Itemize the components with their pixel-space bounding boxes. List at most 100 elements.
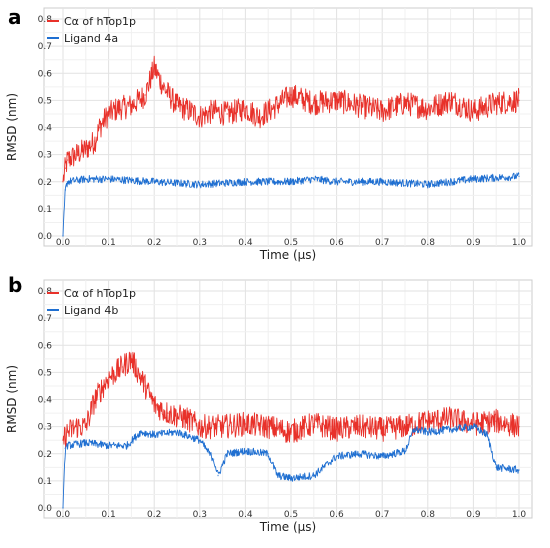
data-point bbox=[199, 425, 201, 428]
y-tick-label: 0.8 bbox=[38, 15, 53, 25]
panel-label: b bbox=[8, 273, 22, 297]
data-point bbox=[381, 428, 384, 431]
data-point bbox=[495, 466, 498, 469]
y-tick-label: 0.0 bbox=[38, 504, 53, 514]
series-ligand bbox=[62, 423, 520, 509]
series-ligand bbox=[62, 172, 520, 237]
data-point bbox=[64, 447, 67, 450]
series-line bbox=[62, 423, 520, 509]
data-point bbox=[189, 110, 192, 113]
x-tick-label: 0.2 bbox=[147, 510, 161, 520]
legend-label: Cα of hTop1p bbox=[64, 287, 136, 300]
x-tick-label: 0.3 bbox=[193, 238, 207, 248]
data-point bbox=[427, 420, 429, 423]
grid bbox=[44, 8, 532, 246]
x-tick-label: 0.4 bbox=[238, 238, 253, 248]
data-point bbox=[267, 425, 270, 428]
data-point bbox=[66, 180, 69, 183]
x-tick-label: 1.0 bbox=[512, 238, 527, 248]
data-point bbox=[176, 105, 178, 107]
data-point bbox=[85, 148, 87, 150]
data-point bbox=[107, 178, 110, 180]
y-tick-label: 0.3 bbox=[38, 423, 52, 433]
data-point bbox=[427, 183, 429, 186]
y-tick-label: 0.2 bbox=[38, 178, 52, 188]
x-tick-label: 0.0 bbox=[56, 238, 71, 248]
x-tick-label: 0.6 bbox=[329, 510, 344, 520]
data-point bbox=[313, 178, 315, 180]
data-point bbox=[244, 107, 247, 110]
x-tick-label: 0.5 bbox=[284, 238, 298, 248]
y-tick-label: 0.6 bbox=[38, 341, 53, 351]
x-tick-label: 1.0 bbox=[512, 510, 527, 520]
series-line bbox=[62, 55, 520, 182]
data-point bbox=[162, 86, 165, 88]
data-point bbox=[85, 425, 87, 428]
data-point bbox=[267, 452, 270, 455]
x-tick-label: 0.4 bbox=[238, 510, 253, 520]
data-point bbox=[449, 428, 452, 431]
chart-panel-a: 0.0 0.1 0.2 0.3 0.4 0.5 0.6 0.7 0.8 0.9 1.0 0.0 0.1 0… bbox=[5, 5, 533, 262]
data-point bbox=[313, 474, 315, 477]
data-point bbox=[358, 452, 361, 455]
x-tick-label: 0.3 bbox=[193, 510, 207, 520]
data-point bbox=[290, 431, 292, 433]
data-point bbox=[199, 183, 201, 186]
data-point bbox=[358, 105, 361, 107]
series-protein bbox=[62, 55, 520, 183]
x-tick-label: 0.7 bbox=[375, 238, 389, 248]
data-point bbox=[495, 420, 498, 423]
data-point bbox=[518, 175, 520, 178]
data-point bbox=[94, 140, 96, 142]
panel-label: a bbox=[8, 5, 22, 29]
data-point bbox=[290, 477, 292, 479]
x-axis-label: Time (μs) bbox=[259, 248, 316, 262]
data-point bbox=[94, 398, 96, 401]
data-point bbox=[85, 442, 87, 444]
data-point bbox=[176, 431, 178, 433]
legend-label: Ligand 4b bbox=[64, 304, 118, 317]
data-point bbox=[290, 180, 292, 183]
data-point bbox=[107, 113, 110, 115]
data-point bbox=[427, 107, 429, 110]
data-point bbox=[495, 102, 498, 104]
data-point bbox=[381, 180, 384, 183]
data-point bbox=[244, 450, 247, 452]
data-point bbox=[335, 455, 338, 458]
legend-label: Ligand 4a bbox=[64, 32, 118, 45]
y-tick-label: 0.5 bbox=[38, 368, 52, 378]
data-point bbox=[518, 99, 520, 102]
data-point bbox=[144, 94, 146, 96]
data-point bbox=[199, 439, 201, 441]
data-point bbox=[518, 469, 520, 471]
data-point bbox=[472, 110, 475, 113]
chart-panel-b: 0.0 0.1 0.2 0.3 0.4 0.5 0.6 0.7 0.8 0.9 1.0 0.0 0.1 0… bbox=[5, 273, 533, 534]
y-axis-label: RMSD (nm) bbox=[5, 93, 19, 161]
y-tick-label: 0.7 bbox=[38, 42, 52, 52]
data-point bbox=[413, 428, 415, 431]
data-point bbox=[404, 425, 406, 428]
data-point bbox=[313, 423, 315, 425]
x-tick-label: 0.8 bbox=[421, 238, 436, 248]
data-point bbox=[153, 404, 155, 406]
x-axis-label: Time (μs) bbox=[259, 520, 316, 534]
data-point bbox=[75, 153, 78, 156]
data-point bbox=[212, 110, 215, 113]
y-tick-label: 0.6 bbox=[38, 69, 53, 79]
data-point bbox=[381, 110, 384, 113]
y-tick-label: 0.4 bbox=[38, 396, 53, 406]
data-point bbox=[404, 450, 406, 452]
legend-label: Cα of hTop1p bbox=[64, 15, 136, 28]
x-tick-label: 0.9 bbox=[466, 510, 481, 520]
data-point bbox=[358, 425, 361, 428]
data-point bbox=[66, 444, 69, 447]
data-point bbox=[449, 417, 452, 420]
data-point bbox=[199, 115, 201, 118]
data-point bbox=[64, 189, 67, 191]
data-point bbox=[121, 366, 124, 368]
data-point bbox=[62, 180, 64, 183]
x-tick-label: 0.2 bbox=[147, 238, 161, 248]
data-point bbox=[226, 113, 228, 115]
x-tick-label: 0.8 bbox=[421, 510, 436, 520]
data-point bbox=[107, 377, 110, 379]
